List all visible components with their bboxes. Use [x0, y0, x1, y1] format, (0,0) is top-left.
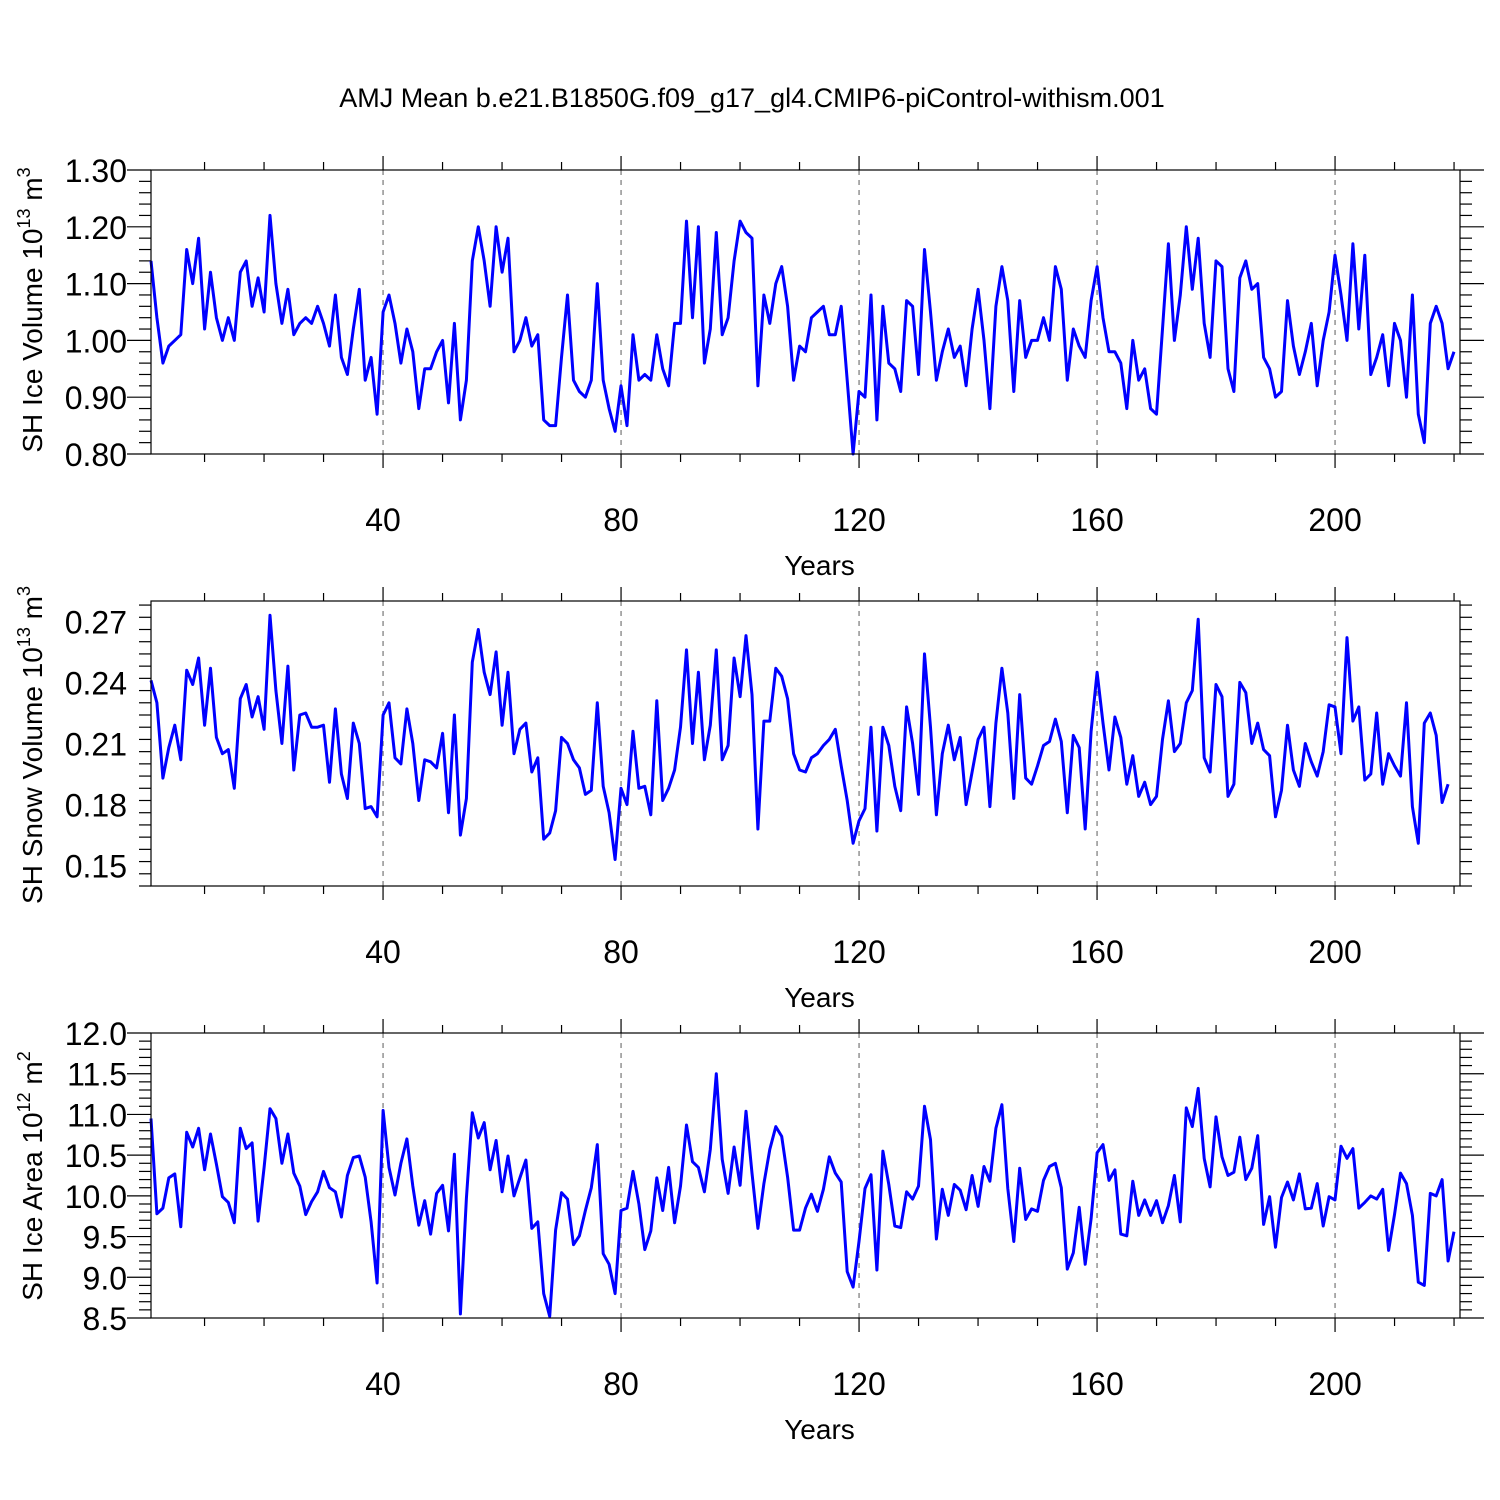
y-tick-label: 0.15: [65, 849, 127, 885]
x-tick-label: 40: [365, 502, 401, 538]
x-tick-label: 120: [832, 1366, 885, 1402]
y-axis-label-part: 12: [14, 1092, 34, 1112]
x-axis-label: Years: [784, 550, 855, 581]
series-line: [149, 613, 1450, 861]
y-axis-label-part: SH Snow Volume 10: [17, 647, 48, 904]
y-tick-label: 1.10: [65, 267, 127, 303]
y-tick-label: 10.0: [65, 1179, 127, 1215]
y-axis-label-part: SH Ice Area 10: [17, 1112, 48, 1300]
y-axis-label-part: m: [17, 177, 48, 208]
y-tick-label: 1.20: [65, 210, 127, 246]
y-tick-label: 9.0: [83, 1260, 127, 1296]
y-tick-label: 9.5: [83, 1220, 127, 1256]
series-line: [149, 1072, 1456, 1318]
x-tick-label: 160: [1070, 502, 1123, 538]
y-axis-label-part: SH Ice Volume 10: [17, 229, 48, 453]
plot-frame: [150, 169, 1461, 455]
x-tick-label: 40: [365, 1366, 401, 1402]
y-tick-label: 11.0: [67, 1097, 127, 1133]
x-tick-label: 40: [365, 934, 401, 970]
panel-1: 0.80 0.90 1.00 1.10 1.20 1.30 40 80 120 160 200 Yea…: [14, 153, 1484, 581]
x-tick-label: 200: [1308, 1366, 1361, 1402]
y-tick-label: 1.30: [65, 153, 127, 189]
x-tick-label: 160: [1070, 1366, 1123, 1402]
y-tick-label: 0.24: [65, 665, 127, 701]
y-axis-label-part: 3: [14, 586, 34, 596]
y-axis-label: SH Ice Area 1012 m2: [14, 1051, 48, 1301]
x-axis-label: Years: [784, 1414, 855, 1445]
y-axis-label-part: 13: [14, 208, 34, 228]
x-tick-label: 120: [832, 934, 885, 970]
y-tick-label: 12.0: [65, 1016, 127, 1052]
y-tick-label: 0.27: [65, 604, 127, 640]
x-tick-label: 80: [603, 502, 639, 538]
x-tick-label: 120: [832, 502, 885, 538]
y-tick-label: 0.21: [65, 727, 127, 763]
y-tick-label: 1.00: [65, 323, 127, 359]
series-line: [149, 213, 1456, 456]
x-tick-label: 80: [603, 1366, 639, 1402]
x-tick-label: 200: [1308, 934, 1361, 970]
y-tick-label: 11.5: [67, 1057, 127, 1093]
y-axis-label: SH Snow Volume 1013 m3: [14, 586, 48, 904]
x-tick-label: 160: [1070, 934, 1123, 970]
y-tick-label: 0.18: [65, 788, 127, 824]
x-tick-label: 200: [1308, 502, 1361, 538]
y-axis-label-part: m: [17, 596, 48, 627]
y-axis-label-part: 13: [14, 627, 34, 647]
panel-3: 8.5 9.0 9.5 10.0 10.5 11.0 11.5 12.0 40 80 120 160 2…: [14, 1016, 1484, 1445]
y-tick-label: 0.90: [65, 380, 127, 416]
y-axis-label: SH Ice Volume 1013 m3: [14, 167, 48, 452]
plot-frame: [150, 1032, 1461, 1319]
y-axis-label-part: m: [17, 1061, 48, 1092]
y-tick-label: 0.80: [65, 437, 127, 473]
y-axis-label-part: 2: [14, 1051, 34, 1061]
panels: 0.80 0.90 1.00 1.10 1.20 1.30 40 80 120 160 200 Yea…: [14, 153, 1484, 1445]
x-tick-label: 80: [603, 934, 639, 970]
chart-title: AMJ Mean b.e21.B1850G.f09_g17_gl4.CMIP6-…: [339, 83, 1164, 113]
panel-2: 0.15 0.18 0.21 0.24 0.27 40 80 120 160 200 Years SH…: [14, 586, 1472, 1013]
y-tick-label: 8.5: [83, 1301, 127, 1337]
y-axis-label-part: 3: [14, 167, 34, 177]
x-axis-label: Years: [784, 982, 855, 1013]
plot-frame: [150, 600, 1461, 887]
y-tick-label: 10.5: [65, 1138, 127, 1174]
